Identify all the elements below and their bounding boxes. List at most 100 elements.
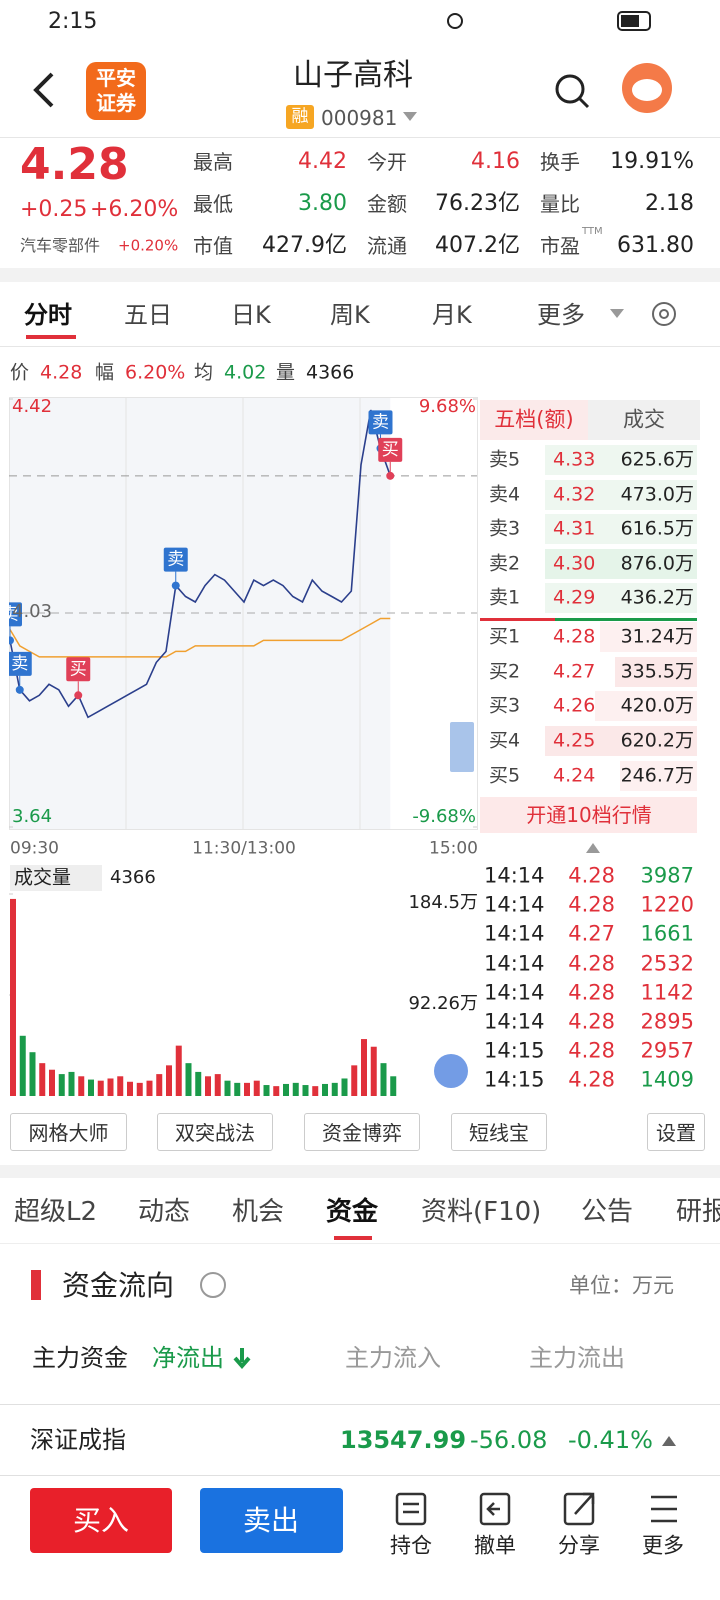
tag-badge [286, 105, 314, 129]
volume-bar [156, 1074, 163, 1096]
trade-time: 14:15 [484, 1067, 545, 1092]
info-value: 4.28 [40, 361, 83, 384]
sell-label[interactable]: 卖出 [242, 1504, 300, 1537]
book-side: 卖1 [489, 586, 521, 609]
upgrade-link[interactable]: 开通10档行情 [526, 803, 652, 827]
volume-bar [302, 1085, 309, 1096]
field-value: 4.16 [471, 149, 520, 174]
section-tab[interactable]: 动态 [138, 1197, 191, 1227]
field-value: 76.23亿 [435, 191, 520, 216]
volume-bar [58, 1074, 65, 1096]
chart-tab[interactable]: 周K [330, 301, 370, 329]
book-tab[interactable] [588, 400, 700, 440]
section-tab[interactable]: 研报 [676, 1197, 720, 1227]
tool-button[interactable] [304, 1113, 420, 1151]
upgrade-banner[interactable] [480, 797, 697, 833]
tool-label[interactable]: 资金博弈 [322, 1121, 402, 1145]
signal-badge [163, 547, 188, 572]
buy-button[interactable] [30, 1488, 172, 1553]
trade-price: 4.28 [568, 863, 615, 888]
chart-tab[interactable]: 更多 [537, 301, 585, 329]
chart-tab[interactable]: 月K [432, 301, 472, 329]
depth-bg [545, 445, 697, 475]
depth-bg [545, 583, 697, 613]
tool-label[interactable]: 短线宝 [469, 1121, 529, 1145]
tool-label[interactable]: 设置 [656, 1121, 696, 1145]
field-value: 4.42 [298, 149, 347, 174]
tool-button[interactable] [157, 1113, 273, 1151]
volume-bar [273, 1086, 280, 1096]
book-price: 4.27 [553, 660, 596, 683]
tool-label[interactable]: 双突战法 [175, 1121, 255, 1145]
section-tab[interactable]: 公告 [581, 1197, 634, 1227]
book-price: 4.32 [553, 483, 596, 505]
sector-change: +0.20% [118, 236, 179, 255]
nav-action[interactable]: 分享 [558, 1533, 600, 1558]
info-value: 4366 [306, 361, 355, 384]
section-tab[interactable]: 机会 [232, 1197, 285, 1227]
depth-bg [620, 760, 697, 791]
tool-button[interactable] [10, 1113, 127, 1151]
nav-action[interactable]: 更多 [642, 1533, 684, 1558]
trade-price: 4.28 [568, 1009, 615, 1034]
section-tab[interactable]: 资金 [326, 1197, 379, 1227]
volume-bar [39, 1063, 46, 1096]
trade-time: 14:14 [484, 951, 545, 976]
volume-label: 成交量 [14, 866, 72, 889]
signal-badge [368, 410, 393, 435]
book-tab-active [480, 400, 588, 440]
stock-code: 000981 [321, 106, 398, 130]
nav-action[interactable]: 撤单 [474, 1533, 516, 1558]
sector-name: 汽车零部件 [20, 236, 101, 255]
book-side: 买4 [489, 729, 521, 752]
volume-bar [10, 898, 16, 1096]
volume-bar [166, 1065, 172, 1096]
signal-label: 卖 [167, 550, 184, 570]
info-label: 量 [276, 361, 296, 384]
book-tab-label[interactable]: 成交 [623, 407, 665, 432]
volume-bar [390, 1076, 397, 1096]
field-value: 2.18 [645, 191, 694, 216]
nav-action[interactable]: 持仓 [390, 1533, 432, 1558]
expand-button[interactable] [450, 722, 474, 772]
volume-bar [234, 1082, 241, 1096]
volume-header [10, 865, 102, 891]
chart-tab[interactable]: 日K [231, 301, 271, 329]
y-tick-label: 92.26万 [408, 992, 478, 1014]
fullscreen-button[interactable] [434, 1054, 468, 1088]
field-label: 最低 [193, 192, 233, 216]
index-bar[interactable] [0, 1404, 720, 1476]
price-change: +0.25 [20, 197, 88, 222]
chart-tab[interactable]: 分时 [24, 301, 72, 329]
volume-value: 4366 [110, 867, 156, 888]
y-tick-label: 3.64 [12, 806, 53, 827]
tool-label[interactable]: 网格大师 [28, 1121, 109, 1145]
sell-button[interactable] [200, 1488, 343, 1553]
trade-time: 14:14 [484, 921, 545, 946]
field-value: 19.91% [610, 149, 694, 174]
tool-button[interactable] [451, 1113, 547, 1151]
field-label: 最高 [193, 150, 233, 174]
flow-direction: 净流出 [152, 1344, 224, 1372]
section-tab[interactable]: 资料(F10) [421, 1197, 542, 1227]
trade-time: 14:15 [484, 1038, 545, 1063]
volume-bar [29, 1052, 36, 1096]
volume-bar [351, 1065, 358, 1096]
signal-label: 买 [70, 659, 87, 679]
tool-button[interactable] [647, 1113, 705, 1151]
volume-bar [97, 1080, 104, 1096]
volume-bar [283, 1083, 289, 1096]
chart-tab[interactable]: 五日 [124, 301, 172, 329]
index-pct: -0.41% [568, 1426, 653, 1454]
trade-price: 4.28 [568, 892, 615, 917]
book-side: 买2 [489, 660, 521, 683]
buy-label[interactable]: 买入 [72, 1504, 130, 1537]
volume-bar [312, 1086, 319, 1096]
book-price: 4.30 [553, 552, 596, 574]
flow-header: 主力流入 [345, 1344, 441, 1372]
signal-badge [9, 651, 32, 676]
section-tab[interactable]: 超级L2 [14, 1197, 98, 1227]
book-amount: 420.0万 [620, 694, 694, 717]
index-name[interactable]: 深证成指 [30, 1426, 126, 1454]
